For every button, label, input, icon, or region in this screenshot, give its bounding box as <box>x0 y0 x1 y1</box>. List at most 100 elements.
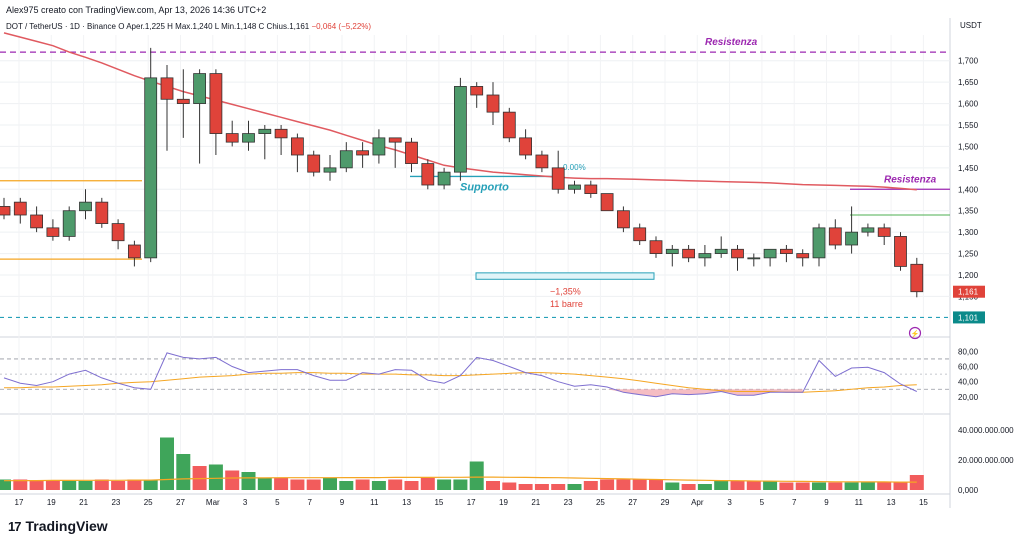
candle-body[interactable] <box>584 184 598 194</box>
volume-bar[interactable] <box>860 482 875 491</box>
candle-body[interactable] <box>30 214 44 229</box>
candle-body[interactable] <box>242 133 255 143</box>
candle-body[interactable] <box>551 167 565 190</box>
candle-body[interactable] <box>46 227 60 237</box>
candle-body[interactable] <box>845 231 858 246</box>
volume-bar[interactable] <box>274 478 289 490</box>
volume-bar[interactable] <box>78 481 93 490</box>
candle-body[interactable] <box>388 137 402 143</box>
candle-body[interactable] <box>421 163 435 186</box>
candle-body[interactable] <box>763 248 777 259</box>
candle-body[interactable] <box>225 133 239 143</box>
candle-body[interactable] <box>79 201 92 212</box>
candle-body[interactable] <box>127 244 141 259</box>
volume-bar[interactable] <box>681 484 696 490</box>
candle-body[interactable] <box>649 240 663 254</box>
volume-bar[interactable] <box>453 479 468 491</box>
candle-body[interactable] <box>405 141 418 164</box>
candle-body[interactable] <box>812 227 826 259</box>
volume-bar[interactable] <box>404 481 419 490</box>
volume-bar[interactable] <box>616 479 631 491</box>
volume-bar[interactable] <box>94 479 109 491</box>
candle-body[interactable] <box>323 167 337 173</box>
volume-bar[interactable] <box>665 482 680 491</box>
volume-bar[interactable] <box>290 479 305 491</box>
volume-bar[interactable] <box>437 479 452 491</box>
volume-bar[interactable] <box>893 482 908 491</box>
volume-bar[interactable] <box>518 484 533 490</box>
volume-bar[interactable] <box>534 484 549 490</box>
volume-bar[interactable] <box>355 479 370 491</box>
candle-body[interactable] <box>747 257 761 260</box>
candle-body[interactable] <box>144 77 158 259</box>
volume-bar[interactable] <box>323 478 337 490</box>
volume-bar[interactable] <box>62 481 77 490</box>
candle-body[interactable] <box>568 184 581 190</box>
volume-bar[interactable] <box>371 481 386 490</box>
candle-body[interactable] <box>519 137 532 156</box>
candle-body[interactable] <box>780 248 793 254</box>
candle-body[interactable] <box>209 73 223 134</box>
volume-bar[interactable] <box>763 481 778 490</box>
volume-bar[interactable] <box>877 482 892 491</box>
volume-bar[interactable] <box>828 482 843 491</box>
candle-body[interactable] <box>731 248 744 259</box>
volume-bar[interactable] <box>812 482 826 491</box>
volume-bar[interactable] <box>697 484 712 490</box>
candle-body[interactable] <box>111 223 125 242</box>
volume-bar[interactable] <box>241 472 256 490</box>
volume-bar[interactable] <box>844 482 859 491</box>
candle-body[interactable] <box>62 210 76 237</box>
volume-bar[interactable] <box>143 479 158 491</box>
candle-body[interactable] <box>796 253 810 259</box>
candle-body[interactable] <box>714 248 728 254</box>
candle-body[interactable] <box>13 201 27 216</box>
candle-body[interactable] <box>274 128 288 139</box>
volume-bar[interactable] <box>225 470 240 491</box>
lightning-icon[interactable] <box>908 326 922 340</box>
volume-bar[interactable] <box>160 437 174 491</box>
volume-bar[interactable] <box>29 481 44 490</box>
candle-body[interactable] <box>617 210 630 229</box>
volume-bar[interactable] <box>714 481 729 490</box>
candle-body[interactable] <box>877 227 891 237</box>
volume-bar[interactable] <box>111 481 126 490</box>
volume-bar[interactable] <box>13 479 28 491</box>
volume-bar[interactable] <box>486 481 500 490</box>
volume-bar[interactable] <box>257 478 272 490</box>
volume-bar[interactable] <box>567 484 582 490</box>
candle-body[interactable] <box>176 98 190 104</box>
candle-body[interactable] <box>193 73 207 104</box>
volume-bar[interactable] <box>339 481 354 490</box>
candle-body[interactable] <box>437 171 451 186</box>
candle-body[interactable] <box>486 94 500 113</box>
candle-body[interactable] <box>356 150 370 156</box>
candle-body[interactable] <box>665 248 679 254</box>
volume-bar[interactable] <box>600 479 615 491</box>
volume-bar[interactable] <box>551 484 566 490</box>
symbol-label[interactable]: DOT / TetherUS · 1D · Binance <box>6 22 116 31</box>
candle-body[interactable] <box>339 150 353 169</box>
volume-bar[interactable] <box>730 481 745 490</box>
candle-body[interactable] <box>160 77 174 100</box>
candle-body[interactable] <box>535 154 549 169</box>
volume-bar[interactable] <box>306 479 321 491</box>
candle-body[interactable] <box>258 128 272 134</box>
volume-bar[interactable] <box>127 479 142 491</box>
candle-body[interactable] <box>633 227 647 242</box>
candle-body[interactable] <box>600 193 614 212</box>
volume-bar[interactable] <box>0 479 11 491</box>
volume-bar[interactable] <box>45 481 60 490</box>
candle-body[interactable] <box>894 236 907 267</box>
tradingview-logo[interactable]: 17 TradingView <box>8 518 108 534</box>
volume-bar[interactable] <box>420 478 435 490</box>
candle-body[interactable] <box>372 137 386 156</box>
volume-bar[interactable] <box>469 461 484 491</box>
volume-bar[interactable] <box>388 479 403 491</box>
candle-body[interactable] <box>453 86 467 173</box>
candle-body[interactable] <box>95 201 109 224</box>
candle-body[interactable] <box>698 253 712 259</box>
volume-bar[interactable] <box>779 482 794 491</box>
candle-body[interactable] <box>910 263 924 293</box>
